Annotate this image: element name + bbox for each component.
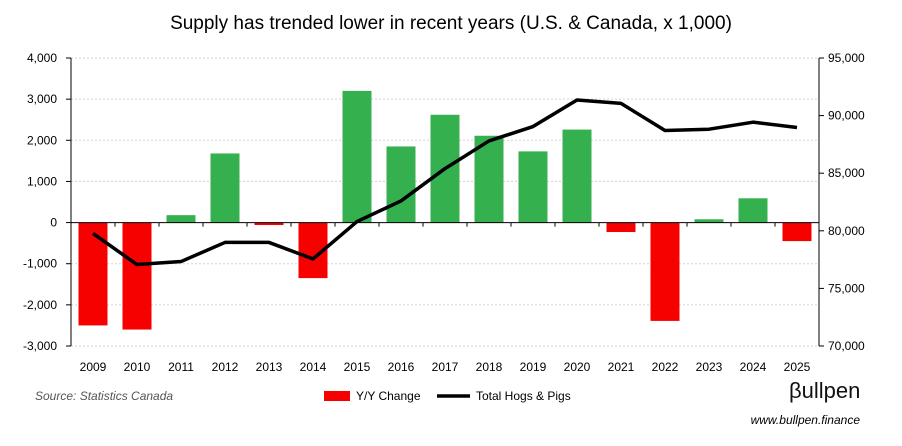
right-tick-label: 75,000 [828,281,865,295]
left-tick-label: 0 [50,216,57,230]
chart-title: Supply has trended lower in recent years… [170,13,732,34]
right-tick-label: 85,000 [828,166,865,180]
bar-2010 [122,222,152,330]
bar-2024 [738,198,768,223]
x-tick-label-2020: 2020 [564,360,591,374]
x-tick-label-2021: 2021 [608,360,635,374]
left-tick-label: 3,000 [27,92,57,106]
legend-label-yy-change: Y/Y Change [356,389,421,403]
legend: Y/Y Change Total Hogs & Pigs [324,389,571,403]
website-url: www.bullpen.finance [751,413,861,427]
bar-2013 [254,222,284,226]
left-tick-label: 1,000 [27,174,57,188]
right-tick-label: 70,000 [828,339,865,353]
x-tick-label-2017: 2017 [432,360,459,374]
bar-2012 [210,153,240,223]
x-tick-label-2010: 2010 [124,360,151,374]
source-note: Source: Statistics Canada [35,389,173,403]
x-tick-label-2014: 2014 [300,360,327,374]
right-tick-label: 90,000 [828,109,865,123]
bar-2018 [474,135,504,223]
x-tick-label-2011: 2011 [168,360,194,374]
x-tick-label-2024: 2024 [740,360,767,374]
x-tick-label-2025: 2025 [784,360,811,374]
left-tick-label: -1,000 [23,257,57,271]
x-tick-label-2009: 2009 [80,360,107,374]
bar-2022 [650,222,680,321]
x-tick-label-2022: 2022 [652,360,679,374]
bar-2015 [342,90,372,223]
legend-label-total: Total Hogs & Pigs [476,389,571,403]
x-tick-label-2016: 2016 [388,360,415,374]
right-tick-label: 95,000 [828,51,865,65]
bar-2016 [386,146,416,223]
bar-2011 [166,215,196,223]
bar-2025 [782,222,812,242]
left-tick-label: -3,000 [23,339,57,353]
x-tick-label-2023: 2023 [696,360,723,374]
left-tick-label: -2,000 [23,298,57,312]
x-tick-label-2018: 2018 [476,360,503,374]
left-tick-label: 4,000 [27,51,57,65]
legend-swatch-yy-change [324,391,350,401]
x-tick-label-2012: 2012 [212,360,239,374]
x-tick-label-2019: 2019 [520,360,547,374]
right-tick-label: 80,000 [828,224,865,238]
bar-2023 [694,219,724,223]
bar-2019 [518,151,548,223]
bar-2009 [78,222,108,326]
x-tick-label-2015: 2015 [344,360,371,374]
bar-2020 [562,129,592,223]
bullpen-logo: βullpen [789,378,860,403]
x-tick-label-2013: 2013 [256,360,283,374]
left-tick-label: 2,000 [27,133,57,147]
bar-2021 [606,222,636,233]
